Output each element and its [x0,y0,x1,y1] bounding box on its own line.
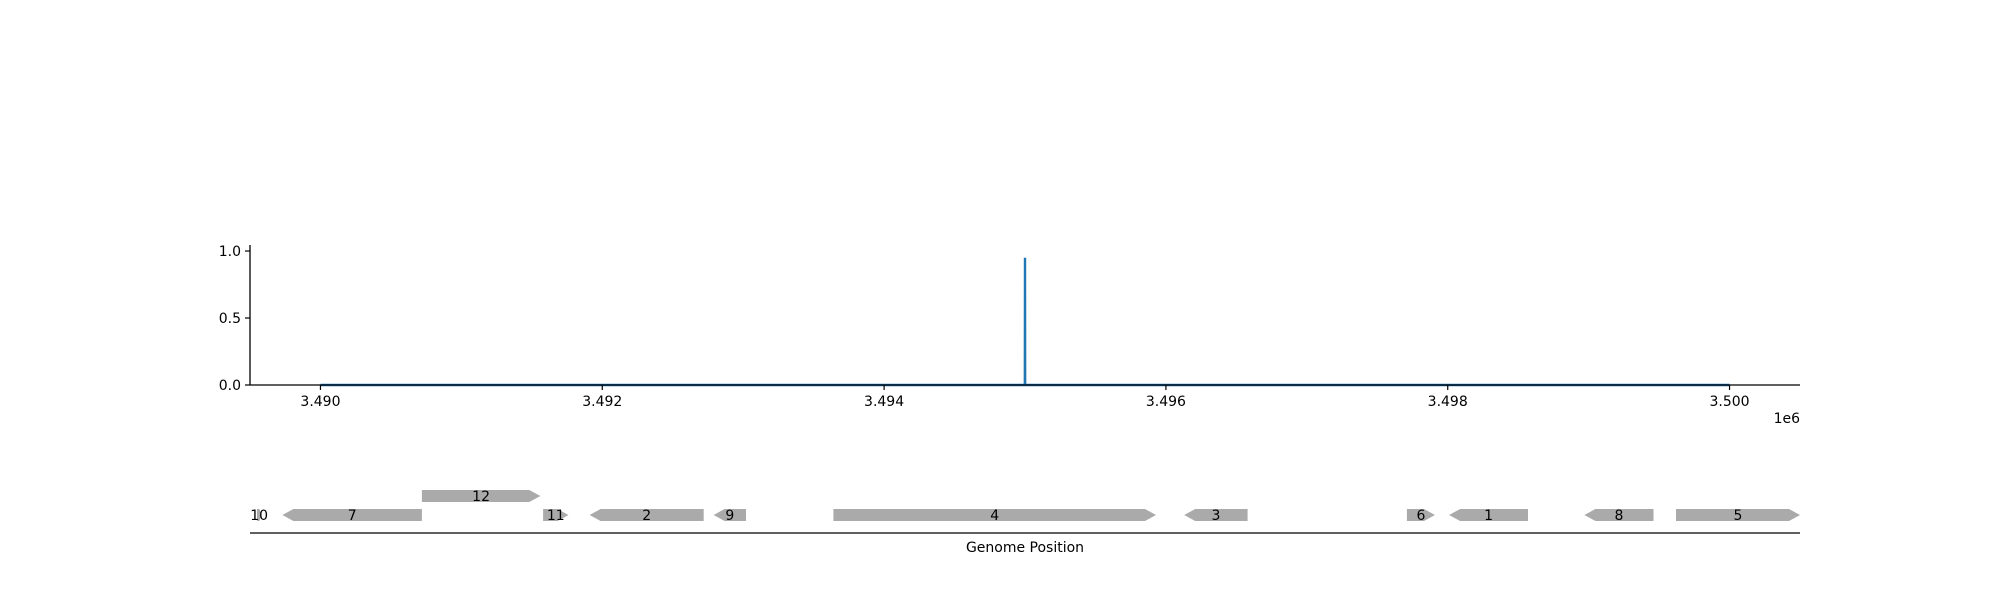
x-tick-label: 3.500 [1709,394,1749,410]
gene-label-2: 2 [642,508,651,524]
gene-arrow-8 [1584,509,1654,521]
gene-arrow-10 [257,509,262,521]
gene-arrow-11 [543,509,569,521]
gene-label-6: 6 [1416,508,1425,524]
x-tick-label: 3.498 [1428,394,1468,410]
y-tick-label: 0.0 [219,378,241,394]
gene-arrow-12 [421,490,541,502]
gene-arrow-2 [589,509,704,521]
gene-label-4: 4 [990,508,999,524]
gene-arrow-7 [282,509,422,521]
coverage-line [320,257,1730,387]
coverage-series-line [320,257,1730,387]
coverage-plot: 0.0 0.5 1.0 3.490 3.492 3.494 3.496 3.498 3.500 1… [219,244,1800,427]
gene-track: 10 7 12 11 2 9 4 3 6 1 8 5 Genome Position [250,489,1800,556]
gene-arrow-3 [1184,509,1248,521]
y-tick-label: 0.5 [219,311,241,327]
gene-arrow-1 [1449,509,1528,521]
x-tick-label: 3.494 [864,394,904,410]
gene-label-5: 5 [1734,508,1743,524]
gene-label-10: 10 [250,508,268,524]
gene-label-11: 11 [547,508,565,524]
gene-arrow-9 [713,509,746,521]
gene-label-12: 12 [472,489,490,505]
x-tick-label: 3.496 [1146,394,1186,410]
gene-label-3: 3 [1211,508,1220,524]
x-tick-label: 3.492 [582,394,622,410]
y-tick-label: 1.0 [219,244,241,260]
gene-label-1: 1 [1484,508,1493,524]
coverage-axes: 0.0 0.5 1.0 3.490 3.492 3.494 3.496 3.498 3.500 1… [219,244,1800,427]
x-offset-label: 1e6 [1774,411,1801,427]
gene-label-8: 8 [1614,508,1623,524]
gene-arrow-6 [1406,509,1435,521]
gene-arrows: 10 7 12 11 2 9 4 3 6 1 8 5 [250,489,1800,524]
gene-arrow-5 [1676,509,1800,521]
x-axis-title: Genome Position [966,540,1084,556]
gene-label-9: 9 [725,508,734,524]
gene-arrow-4 [833,509,1156,521]
x-tick-label: 3.490 [300,394,340,410]
gene-label-7: 7 [348,508,357,524]
